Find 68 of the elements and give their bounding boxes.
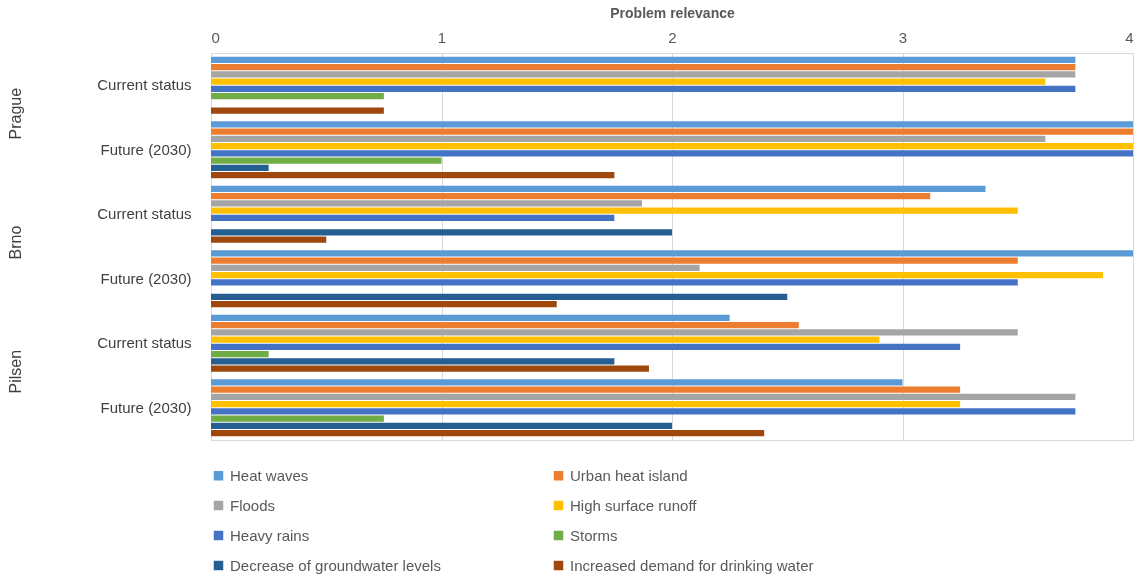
bar: [211, 358, 615, 365]
legend-label: Urban heat island: [570, 466, 688, 484]
bar: [211, 236, 327, 243]
bar: [211, 401, 961, 408]
x-tick-label: 0: [211, 28, 220, 46]
bar: [211, 314, 730, 322]
bar: [211, 193, 931, 200]
bar: [211, 293, 788, 300]
y-tick-label: Current status: [97, 334, 192, 352]
bar: [211, 200, 643, 207]
y-tick-label: Future (2030): [100, 269, 192, 287]
bar: [211, 85, 1076, 92]
bar: [211, 351, 269, 358]
text: Brno: [7, 225, 24, 260]
bar: [211, 386, 961, 393]
bar: [211, 128, 1133, 135]
legend-label: High surface runoff: [570, 496, 698, 514]
bar: [211, 379, 903, 386]
x-tick-label: 4: [1125, 28, 1134, 46]
bar: [211, 408, 1076, 415]
bar: [211, 171, 615, 179]
legend-label: Storms: [570, 526, 618, 544]
bar: [211, 121, 1133, 128]
bar: [211, 429, 765, 437]
bar: [211, 322, 799, 329]
legend-label: Increased demand for drinking water: [570, 556, 814, 574]
text: Prague: [7, 87, 24, 140]
bar: [211, 214, 615, 221]
bar: [211, 300, 557, 308]
bar: [211, 71, 1076, 78]
bar: [211, 365, 649, 372]
y-tick-label: Current status: [97, 76, 192, 94]
bar: [211, 207, 1018, 214]
bar: [211, 135, 1046, 142]
bar: [211, 229, 672, 236]
bar: [211, 78, 1046, 85]
legend-label: Heat waves: [230, 466, 309, 484]
bar: [211, 143, 1133, 150]
y-tick-label: Future (2030): [100, 140, 192, 158]
bar: [211, 164, 269, 171]
bar: [211, 272, 1104, 279]
bar: [211, 56, 1076, 64]
bar: [211, 336, 880, 343]
legend-label: Heavy rains: [230, 526, 310, 544]
x-tick-label: 3: [898, 28, 908, 46]
bar: [211, 93, 384, 100]
bar: [211, 422, 672, 429]
bar: [211, 264, 700, 271]
bar: [211, 279, 1018, 286]
bar: [211, 250, 1133, 257]
x-tick-label: 2: [668, 28, 677, 46]
bar: [211, 393, 1076, 400]
x-axis-title: Problem relevance: [610, 4, 735, 21]
y-tick-label: Current status: [97, 205, 192, 223]
bar: [211, 150, 1133, 157]
bar: [211, 157, 442, 164]
bar: [211, 185, 986, 193]
legend-label: Floods: [230, 496, 276, 514]
bar: [211, 343, 961, 350]
y-tick-label: Future (2030): [100, 398, 192, 416]
bar: [211, 107, 384, 114]
bar: [211, 329, 1018, 336]
legend-label: Decrease of groundwater levels: [230, 556, 441, 574]
x-tick-label: 1: [437, 28, 447, 46]
bar: [211, 415, 384, 422]
text: Pilsen: [7, 349, 24, 394]
bar: [211, 257, 1018, 264]
bar: [211, 64, 1076, 71]
